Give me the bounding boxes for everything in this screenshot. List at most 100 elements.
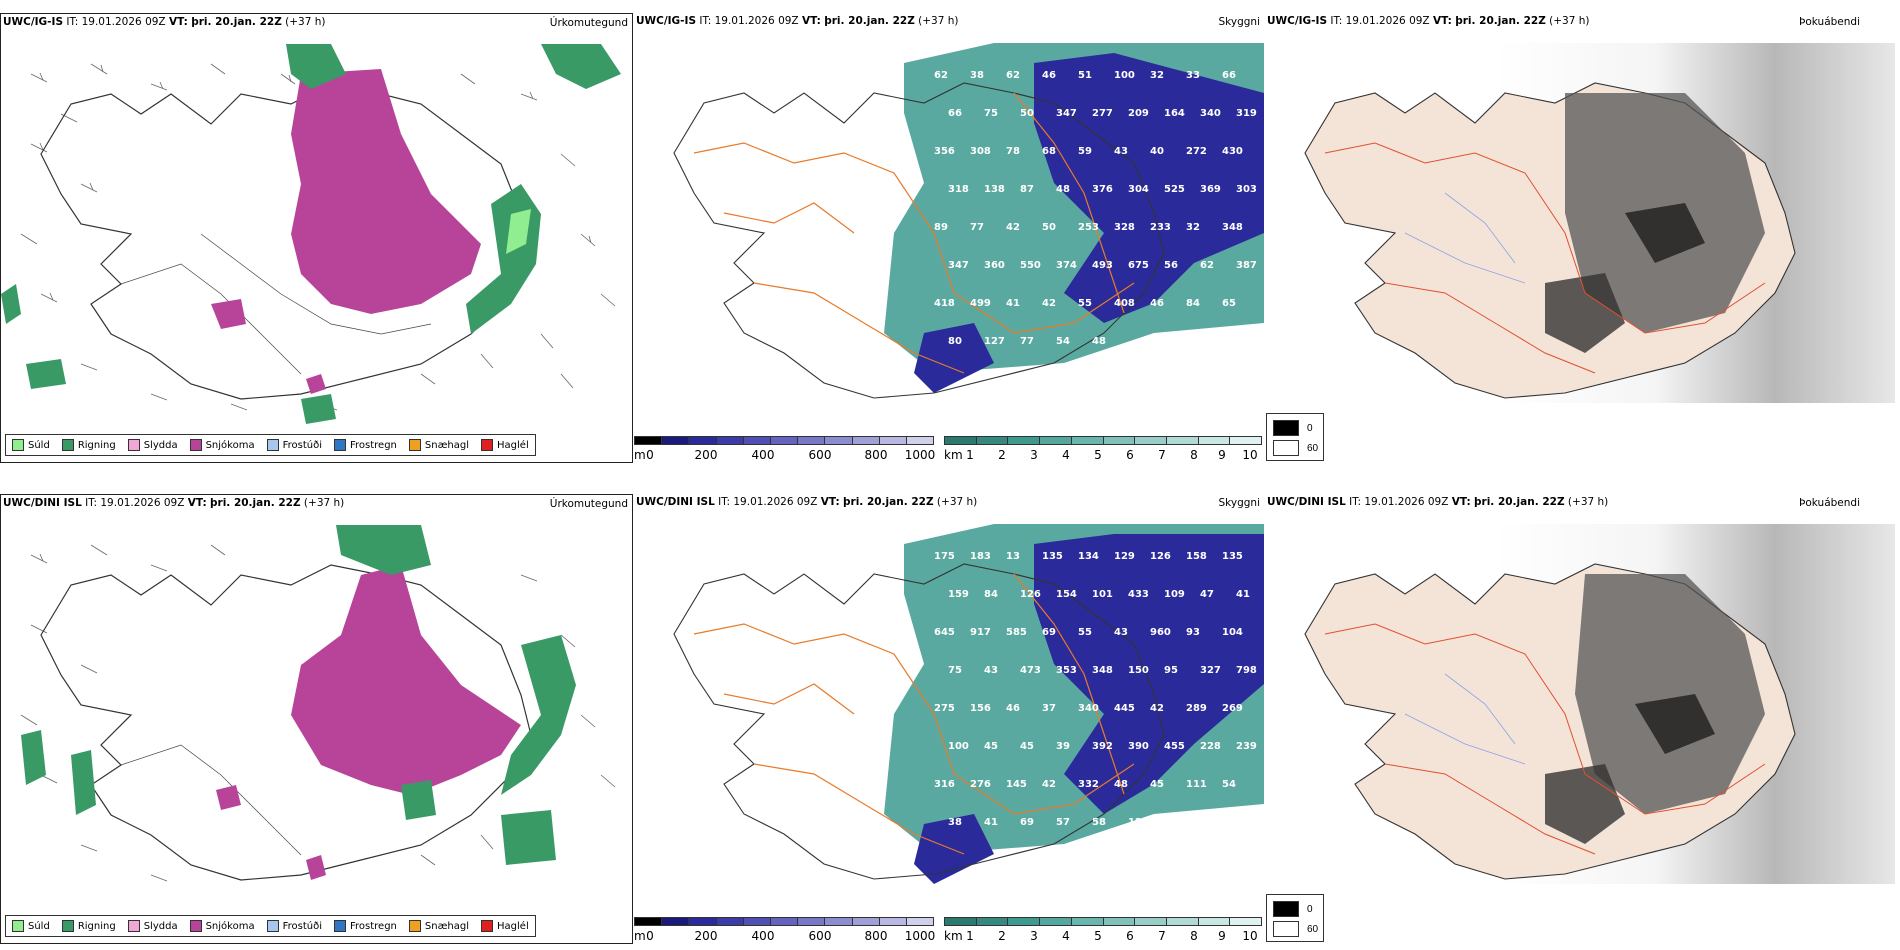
legend-swatch — [334, 439, 346, 451]
vis-tick: 9 — [1218, 929, 1226, 943]
cloud-base-value: 318 — [948, 184, 969, 195]
vis-tick: 6 — [1126, 929, 1134, 943]
cloud-base-value: 51 — [1078, 70, 1092, 81]
cloud-base-value: 48 — [1114, 779, 1128, 790]
panel-header: UWC/IG-IS IT: 19.01.2026 09Z VT: þri. 20… — [1267, 15, 1590, 27]
ceiling-tick: 0 — [646, 448, 654, 462]
vis-tick: 2 — [998, 448, 1006, 462]
cloud-base-value: 585 — [1006, 627, 1027, 638]
vis-tick: 1 — [966, 448, 974, 462]
cloud-base-value: 277 — [1092, 108, 1113, 119]
cloud-base-value: 960 — [1150, 627, 1171, 638]
fog-legend-top: 0 60 — [1266, 413, 1324, 461]
cloud-base-value: 62 — [1006, 70, 1020, 81]
vis-tick: 4 — [1062, 929, 1070, 943]
precip-legend: Súld Rigning Slydda Snjókoma Frostúði Fr… — [5, 915, 536, 937]
legend-swatch — [266, 920, 279, 932]
cloud-base-value: 69 — [1042, 627, 1056, 638]
panel-header: UWC/DINI ISL IT: 19.01.2026 09Z VT: þri.… — [1267, 496, 1608, 508]
fog-legend-bottom: 0 60 — [1266, 894, 1324, 942]
vis-tick: 8 — [1190, 448, 1198, 462]
vis-tick: 5 — [1094, 448, 1102, 462]
road-network — [1324, 623, 1766, 855]
cloud-base-value: 48 — [1056, 184, 1070, 195]
legend-label: Slydda — [143, 920, 178, 932]
lead-time: (+37 h) — [1567, 496, 1609, 508]
cloud-base-value: 347 — [948, 260, 969, 271]
legend-label: Súld — [28, 920, 50, 932]
cloud-base-value: 126 — [1020, 589, 1041, 600]
cloud-base-value: 328 — [1114, 222, 1135, 233]
cloud-base-value: 78 — [1006, 146, 1020, 157]
cloud-base-value: 445 — [1114, 703, 1135, 714]
cloud-base-value: 58 — [1164, 817, 1178, 828]
legend-label: Haglél — [497, 439, 529, 451]
precip-panel-bottom: UWC/DINI ISL IT: 19.01.2026 09Z VT: þri.… — [0, 494, 633, 944]
cloud-base-value: 917 — [970, 627, 991, 638]
snow-area — [291, 565, 521, 795]
cloud-base-value: 645 — [934, 627, 955, 638]
cloud-base-value: 319 — [1236, 108, 1257, 119]
cloud-base-value: 65 — [1222, 298, 1236, 309]
cloud-base-value: 84 — [984, 589, 998, 600]
cloud-base-value: 154 — [1056, 589, 1077, 600]
legend-swatch — [127, 920, 140, 932]
cloud-base-value: 150 — [1128, 665, 1149, 676]
it-label: IT: — [699, 15, 712, 27]
vt-label: VT: — [801, 15, 821, 27]
cloud-base-value: 304 — [1128, 184, 1149, 195]
it-label: IT: — [66, 16, 79, 28]
ceiling-tick: 600 — [808, 448, 832, 462]
cloud-base-value: 129 — [1114, 551, 1135, 562]
cloud-base-value: 308 — [970, 146, 991, 157]
cloud-base-value: 348 — [1222, 222, 1243, 233]
it-value: 19.01.2026 09Z — [81, 16, 166, 28]
legend-label: Frostregn — [350, 920, 397, 932]
cloud-base-value: 233 — [1150, 222, 1171, 233]
vis-tick: 7 — [1158, 448, 1166, 462]
cloud-base-value: 418 — [934, 298, 955, 309]
cloud-base-value: 100 — [1114, 70, 1135, 81]
vis-tick: 6 — [1126, 448, 1134, 462]
legend-label: Frostúði — [282, 439, 322, 451]
cloud-base-value: 69 — [1020, 817, 1034, 828]
panel-title: Úrkomutegund — [549, 498, 628, 510]
cloud-base-value: 374 — [1056, 260, 1077, 271]
cloud-base-value: 39 — [1056, 741, 1070, 752]
cloud-base-value: 126 — [1150, 551, 1171, 562]
cloud-base-value: 54 — [1056, 336, 1070, 347]
legend-item: Snæhagl — [408, 920, 469, 932]
it-label: IT: — [1330, 15, 1343, 27]
cloud-base-value: 75 — [948, 665, 962, 676]
fog-panel-bottom: UWC/DINI ISL IT: 19.01.2026 09Z VT: þri.… — [1265, 494, 1900, 944]
cloud-base-value: 798 — [1236, 665, 1257, 676]
legend-label: Frostúði — [282, 920, 322, 932]
cloud-base-value: 111 — [1186, 779, 1207, 790]
legend-swatch — [189, 439, 202, 451]
cloud-base-value: 332 — [1078, 779, 1099, 790]
cloud-base-value: 100 — [948, 741, 969, 752]
panel-title: Skyggni — [1218, 497, 1261, 509]
vt-label: VT: — [168, 16, 188, 28]
it-label: IT: — [718, 496, 731, 508]
cloud-base-value: 57 — [1056, 817, 1070, 828]
cloud-base-value: 525 — [1164, 184, 1185, 195]
cloud-base-value: 356 — [934, 146, 955, 157]
cloud-base-value: 40 — [1150, 146, 1164, 157]
vis-tick: 3 — [1030, 448, 1038, 462]
ceiling-tick: 1000 — [904, 929, 936, 943]
cloud-base-value: 156 — [970, 703, 991, 714]
precip-panel-top: UWC/IG-IS IT: 19.01.2026 09Z VT: þri. 20… — [0, 13, 633, 463]
legend-item: Frostregn — [334, 920, 397, 932]
cloud-base-value: 433 — [1128, 589, 1149, 600]
cloud-base-value: 327 — [1200, 665, 1221, 676]
cloud-base-value: 353 — [1056, 665, 1077, 676]
vis-tick: 3 — [1030, 929, 1038, 943]
vis-tick: 10 — [1242, 448, 1258, 462]
legend-item: Snjókoma — [189, 920, 255, 932]
legend-item: Haglél — [481, 920, 529, 932]
cloud-base-value: 340 — [1200, 108, 1221, 119]
cloud-base-value: 42 — [1042, 298, 1056, 309]
cloud-base-value: 369 — [1200, 184, 1221, 195]
cloud-base-value: 134 — [1078, 551, 1099, 562]
